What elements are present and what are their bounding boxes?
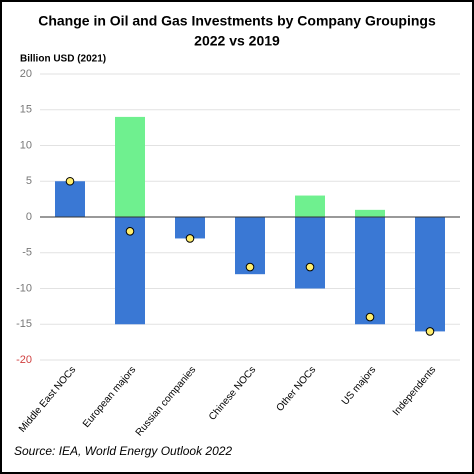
y-tick-label: 10	[20, 139, 32, 151]
y-tick-label: 20	[20, 68, 32, 80]
bar	[355, 209, 385, 217]
y-tick-label: -10	[16, 282, 32, 294]
bar	[295, 195, 325, 217]
y-tick-label: -15	[16, 318, 32, 330]
chart-subtitle: 2022 vs 2019	[194, 33, 280, 49]
net-dot	[365, 312, 375, 322]
bar	[55, 181, 85, 217]
y-tick-label: 0	[26, 211, 32, 223]
chart-title: Change in Oil and Gas Investments by Com…	[38, 13, 436, 29]
y-axis-label: Billion USD (2021)	[20, 54, 106, 65]
y-tick-label: -20	[16, 354, 32, 366]
bar	[115, 116, 145, 217]
y-tick-label: 5	[26, 175, 32, 187]
y-tick-label: 15	[20, 104, 32, 116]
net-dot	[185, 234, 195, 243]
bar	[415, 217, 445, 332]
net-dot	[305, 262, 315, 272]
bar	[355, 217, 385, 325]
source: Source: IEA, World Energy Outlook 2022	[14, 444, 232, 458]
y-tick-label: -5	[22, 247, 32, 259]
net-dot	[425, 327, 435, 336]
net-dot	[125, 227, 135, 236]
bar	[295, 217, 325, 289]
net-dot	[65, 176, 75, 186]
net-dot	[245, 262, 255, 272]
bar	[175, 217, 205, 239]
